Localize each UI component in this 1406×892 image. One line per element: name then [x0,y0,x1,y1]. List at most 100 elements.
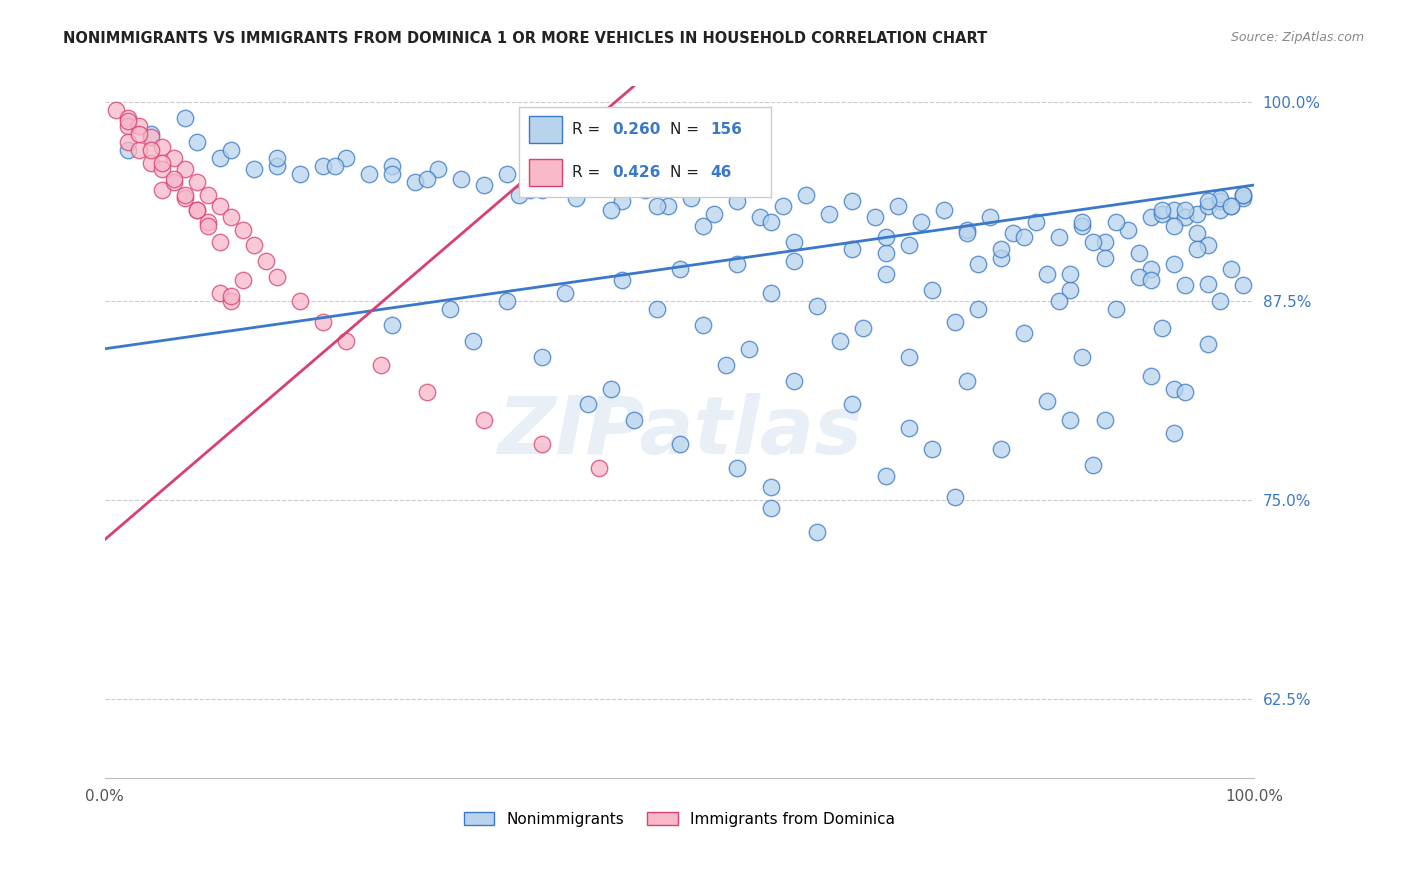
Point [818,206,841,220]
Point [1209,191,1232,205]
Point [668,262,690,277]
Point [243,162,266,177]
Point [359,167,381,181]
Point [197,187,219,202]
Point [1220,199,1243,213]
Point [496,294,519,309]
Point [208,151,231,165]
Point [956,222,979,236]
Point [163,175,186,189]
Point [150,155,173,169]
Point [472,178,495,192]
Point [794,187,817,202]
Point [1140,368,1163,383]
Point [761,286,783,301]
Point [117,135,139,149]
Point [1140,273,1163,287]
Point [530,437,553,451]
Point [921,283,943,297]
Point [1197,199,1219,213]
Point [232,273,254,287]
Point [174,191,197,205]
Point [335,151,357,165]
Point [1174,384,1197,399]
Point [150,140,173,154]
Point [1001,226,1024,240]
Point [783,235,806,250]
Point [875,246,897,260]
Point [150,162,173,177]
Point [415,384,437,399]
Point [219,294,242,309]
Point [714,358,737,372]
Point [956,226,979,240]
Point [1036,267,1059,281]
Point [1232,187,1254,202]
Point [508,187,530,202]
Point [117,111,139,125]
Point [174,187,197,202]
Point [530,350,553,364]
Point [841,194,863,208]
Point [875,469,897,483]
Point [588,178,610,192]
Text: ZIPatlas: ZIPatlas [496,393,862,471]
Point [898,421,921,435]
Point [1140,210,1163,224]
Point [174,111,197,125]
Point [703,206,725,220]
Point [1163,203,1185,218]
Point [232,222,254,236]
Point [806,299,828,313]
Point [461,334,484,348]
Point [990,442,1012,456]
Point [967,258,990,272]
Point [197,219,219,234]
Point [1220,199,1243,213]
Point [863,210,886,224]
Point [415,171,437,186]
Point [128,127,150,141]
Point [772,199,794,213]
Point [599,382,621,396]
Point [1197,238,1219,252]
Point [679,191,702,205]
Point [1209,194,1232,208]
Point [1059,267,1081,281]
Legend: Nonimmigrants, Immigrants from Dominica: Nonimmigrants, Immigrants from Dominica [458,805,901,833]
Point [186,135,208,149]
Point [439,301,461,316]
Point [692,318,714,332]
Point [875,267,897,281]
Point [623,413,645,427]
Point [1047,230,1070,244]
Point [312,159,335,173]
Point [266,159,288,173]
Point [208,235,231,250]
Point [1128,270,1150,285]
Point [1185,226,1208,240]
Point [749,210,772,224]
Point [1014,326,1036,340]
Point [806,524,828,539]
Point [128,119,150,133]
Point [163,171,186,186]
Point [875,230,897,244]
Point [1232,278,1254,293]
Point [921,442,943,456]
Point [761,500,783,515]
Point [737,342,759,356]
Point [1094,235,1116,250]
Point [645,301,668,316]
Point [254,254,277,268]
Point [1059,283,1081,297]
Point [645,199,668,213]
Point [725,258,748,272]
Point [1094,413,1116,427]
Point [197,214,219,228]
Point [1209,203,1232,218]
Point [243,238,266,252]
Point [1014,230,1036,244]
Point [783,254,806,268]
Point [117,143,139,157]
